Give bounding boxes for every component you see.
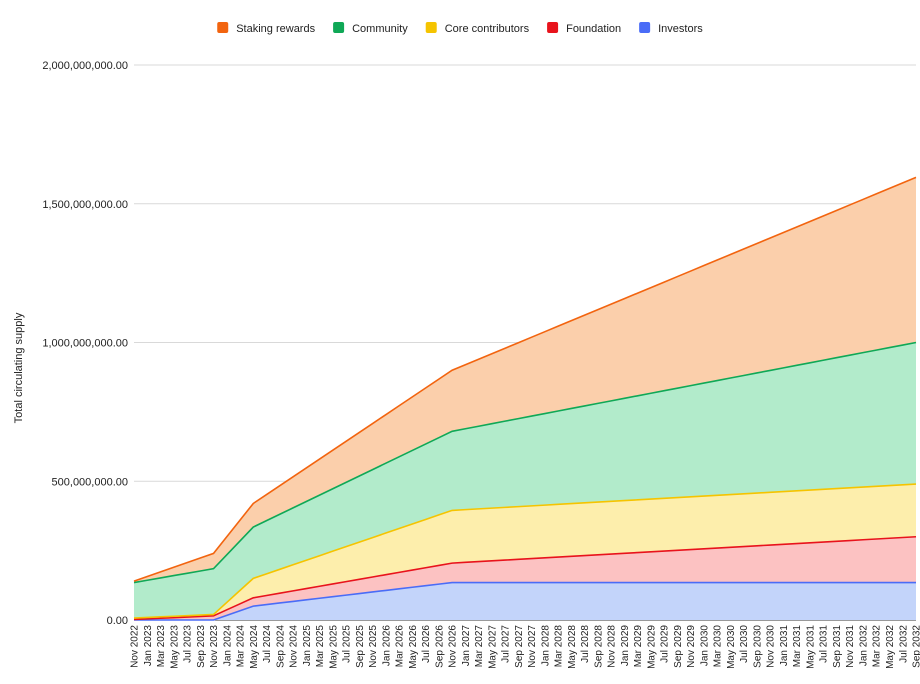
line-core-contributors <box>133 483 917 619</box>
y-tick-label: 0.00 <box>107 615 128 627</box>
area-community <box>134 342 916 619</box>
x-tick-label: Jan 2026 <box>381 625 392 667</box>
x-tick-label: May 2025 <box>328 625 339 669</box>
x-tick-label: Sep 2026 <box>434 625 445 668</box>
line-foundation <box>133 535 917 621</box>
legend: Staking rewards Community Core contributor… <box>217 22 703 35</box>
x-tick-label: Nov 2028 <box>607 625 618 668</box>
legend-item-community[interactable]: Community <box>333 22 408 35</box>
x-tick-label: Sep 2027 <box>514 625 525 668</box>
x-tick-label: Jul 2026 <box>421 625 432 663</box>
y-axis-title: Total circulating supply <box>13 312 25 423</box>
x-tick-label: Mar 2027 <box>474 625 485 668</box>
x-tick-label: Nov 2025 <box>368 625 379 668</box>
x-tick-label: Sep 2023 <box>196 625 207 668</box>
x-tick-label: Sep 2031 <box>832 625 843 668</box>
x-tick-label: May 2023 <box>169 625 180 669</box>
legend-label-community: Community <box>352 23 408 35</box>
x-tick-label: Jul 2031 <box>819 625 830 663</box>
series-lines-layer <box>133 176 917 621</box>
area-investors <box>134 582 916 620</box>
legend-swatch-community <box>333 22 345 33</box>
x-tick-label: May 2027 <box>487 625 498 669</box>
legend-label-core-contributors: Core contributors <box>445 23 530 35</box>
x-tick-label: Nov 2023 <box>209 625 220 668</box>
y-tick-label: 1,000,000,000.00 <box>42 338 128 350</box>
x-tick-label: Sep 2029 <box>673 625 684 668</box>
x-tick-label: Jan 2025 <box>302 625 313 667</box>
x-tick-label: Jan 2027 <box>461 625 472 667</box>
x-tick-label: Nov 2027 <box>527 625 538 668</box>
legend-label-foundation: Foundation <box>566 23 621 35</box>
x-tick-label: Nov 2029 <box>686 625 697 668</box>
x-tick-label: Jan 2023 <box>143 625 154 667</box>
x-tick-label: Mar 2031 <box>792 625 803 668</box>
line-community <box>133 341 917 584</box>
legend-item-staking-rewards[interactable]: Staking rewards <box>217 22 316 35</box>
y-tick-label: 1,500,000,000.00 <box>42 199 128 211</box>
legend-item-investors[interactable]: Investors <box>639 22 703 35</box>
x-tick-label: Jan 2024 <box>222 625 233 667</box>
area-foundation <box>134 536 916 620</box>
x-tick-label: Jan 2032 <box>858 625 869 667</box>
x-tick-label: Sep 2030 <box>752 625 763 668</box>
legend-item-foundation[interactable]: Foundation <box>547 22 621 35</box>
x-tick-label: May 2029 <box>646 625 657 669</box>
x-tick-label: Mar 2026 <box>395 625 406 668</box>
x-tick-label: May 2026 <box>408 625 419 669</box>
x-tick-label: Jul 2028 <box>580 625 591 663</box>
area-core-contributors <box>134 484 916 620</box>
x-tick-label: Mar 2032 <box>872 625 883 668</box>
x-tick-label: May 2024 <box>249 625 260 669</box>
x-tick-label: Jan 2028 <box>540 625 551 667</box>
x-tick-label: Nov 2024 <box>289 625 300 668</box>
x-axis-ticks: Nov 2022 Jan 2023 Mar 2023 May 2023 Jul 2023… <box>130 625 920 669</box>
x-tick-label: Jul 2032 <box>898 625 909 663</box>
x-tick-label: Sep 2024 <box>275 625 286 668</box>
y-tick-label: 2,000,000,000.00 <box>42 60 128 72</box>
line-staking-rewards <box>133 176 917 582</box>
x-tick-label: May 2032 <box>885 625 896 669</box>
x-tick-label: May 2030 <box>726 625 737 669</box>
x-tick-label: Mar 2025 <box>315 625 326 668</box>
x-tick-label: Jul 2025 <box>342 625 353 663</box>
legend-swatch-staking-rewards <box>217 22 229 33</box>
x-tick-label: Mar 2023 <box>156 625 167 668</box>
x-tick-label: Jan 2031 <box>779 625 790 667</box>
y-tick-label: 500,000,000.00 <box>52 476 128 488</box>
x-tick-label: Jul 2027 <box>501 625 512 663</box>
legend-swatch-core-contributors <box>425 22 437 33</box>
x-tick-label: Mar 2024 <box>236 625 247 668</box>
x-tick-label: Mar 2028 <box>554 625 565 668</box>
area-series-layer <box>134 177 916 620</box>
x-tick-label: Sep 2025 <box>355 625 366 668</box>
x-tick-label: Jul 2023 <box>183 625 194 663</box>
area-staking-rewards <box>134 177 916 583</box>
x-tick-label: May 2028 <box>567 625 578 669</box>
x-tick-label: Jan 2030 <box>699 625 710 667</box>
legend-swatch-foundation <box>547 22 559 33</box>
x-tick-label: Jan 2029 <box>620 625 631 667</box>
legend-label-investors: Investors <box>658 23 703 35</box>
x-tick-label: Mar 2030 <box>713 625 724 668</box>
x-tick-label: Nov 2031 <box>845 625 856 668</box>
x-tick-label: Mar 2029 <box>633 625 644 668</box>
x-tick-label: Jul 2024 <box>262 625 273 663</box>
legend-swatch-investors <box>639 22 651 33</box>
legend-label-staking-rewards: Staking rewards <box>236 23 315 35</box>
y-axis-ticks: 0.00 500,000,000.00 1,000,000,000.00 1,500,… <box>42 60 128 627</box>
x-tick-label: Jul 2029 <box>660 625 671 663</box>
x-tick-label: Nov 2022 <box>130 625 141 668</box>
x-tick-label: Nov 2026 <box>448 625 459 668</box>
legend-item-core-contributors[interactable]: Core contributors <box>425 22 530 35</box>
x-tick-label: Sep 2032 <box>912 625 920 668</box>
x-tick-label: Jul 2030 <box>739 625 750 663</box>
x-tick-label: Sep 2028 <box>593 625 604 668</box>
x-tick-label: Nov 2030 <box>766 625 777 668</box>
line-investors <box>134 581 916 621</box>
x-tick-label: May 2031 <box>805 625 816 669</box>
